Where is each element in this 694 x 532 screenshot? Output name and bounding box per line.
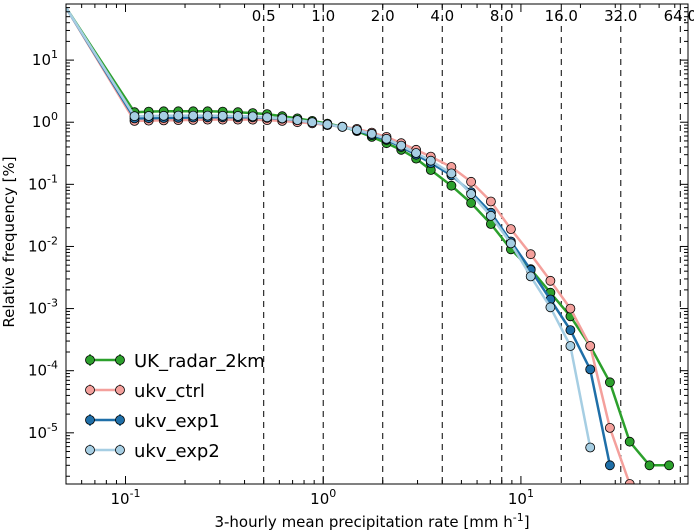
y-tick-label-4: 10-3 bbox=[28, 297, 58, 318]
legend-marker-left bbox=[85, 385, 95, 395]
legend-entry-ukv_ctrl: ukv_ctrl bbox=[85, 381, 205, 402]
legend-entry-ukv_exp1: ukv_exp1 bbox=[85, 411, 220, 432]
data-point-ukv_ctrl-31 bbox=[624, 479, 635, 484]
data-point-ukv_exp1-28 bbox=[565, 325, 576, 336]
data-point-ukv_exp2-5 bbox=[188, 110, 199, 121]
data-point-ukv_exp2-27 bbox=[545, 302, 556, 313]
legend-label-ukv_exp1: ukv_exp1 bbox=[134, 411, 220, 432]
x-axis-label: 3-hourly mean precipitation rate [mm h-1… bbox=[214, 511, 529, 531]
data-point-ukv_exp2-20 bbox=[411, 148, 422, 158]
data-point-ukv_ctrl-23 bbox=[466, 176, 477, 187]
data-point-ukv_exp2-1 bbox=[129, 111, 140, 122]
data-point-ukv_exp2-28 bbox=[565, 341, 576, 351]
legend-entry-UK_radar_2km: UK_radar_2km bbox=[85, 351, 265, 372]
threshold-label-7: 64.0 bbox=[664, 7, 694, 25]
data-point-UK_radar_2km-22 bbox=[446, 180, 457, 191]
data-point-ukv_exp2-25 bbox=[505, 238, 516, 249]
legend-label-ukv_exp2: ukv_exp2 bbox=[134, 441, 220, 462]
data-point-ukv_exp2-18 bbox=[381, 133, 392, 144]
data-point-ukv_exp2-12 bbox=[292, 115, 303, 125]
legend: UK_radar_2km ukv_ctrl ukv_exp1 ukv_exp2 bbox=[85, 351, 265, 462]
x-axis-label-close: ] bbox=[524, 513, 530, 531]
threshold-label-2: 2.0 bbox=[371, 7, 395, 25]
y-tick-label-5: 10-4 bbox=[28, 359, 58, 380]
legend-marker-right bbox=[115, 355, 125, 365]
y-axis-label: Relative frequency [%] bbox=[0, 156, 18, 327]
threshold-label-5: 16.0 bbox=[545, 7, 578, 25]
data-point-ukv_exp1-30 bbox=[605, 460, 615, 471]
y-tick-label-3: 10-2 bbox=[28, 234, 58, 255]
data-point-ukv_exp2-9 bbox=[247, 111, 258, 122]
data-point-ukv_exp2-24 bbox=[485, 210, 496, 221]
axes: 0.5 1.0 2.0 4.0 8.0 16.0 32.0 64.0 10-1 100 101 101… bbox=[28, 3, 694, 508]
data-point-ukv_exp2-19 bbox=[396, 140, 407, 151]
data-point-ukv_exp2-17 bbox=[366, 128, 377, 139]
data-point-UK_radar_2km-23 bbox=[466, 198, 477, 208]
data-point-ukv_exp2-3 bbox=[158, 110, 169, 121]
data-point-ukv_exp2-14 bbox=[322, 119, 333, 130]
y-tick-label-1: 100 bbox=[32, 110, 58, 131]
data-point-ukv_exp2-15 bbox=[337, 122, 348, 132]
legend-entry-ukv_exp2: ukv_exp2 bbox=[85, 441, 220, 462]
data-point-ukv_exp2-8 bbox=[232, 111, 243, 121]
series-ukv_exp2 bbox=[66, 6, 596, 453]
data-point-UK_radar_2km-30 bbox=[605, 377, 615, 388]
x-tick-label-1: 100 bbox=[310, 487, 336, 508]
y-tick-label-2: 10-1 bbox=[28, 172, 58, 193]
data-point-ukv_exp2-10 bbox=[262, 112, 273, 123]
data-point-ukv_ctrl-27 bbox=[545, 275, 556, 286]
data-point-ukv_exp1-29 bbox=[585, 364, 596, 375]
plot-frame bbox=[65, 3, 689, 485]
data-point-ukv_ctrl-29 bbox=[585, 341, 596, 351]
legend-marker-left bbox=[85, 415, 95, 425]
legend-marker-right bbox=[115, 385, 125, 395]
data-point-UK_radar_2km-32 bbox=[644, 460, 655, 471]
threshold-label-6: 32.0 bbox=[604, 7, 637, 25]
data-point-ukv_ctrl-28 bbox=[565, 303, 576, 314]
y-tick-label-0: 101 bbox=[32, 48, 58, 69]
x-tick-label-0: 10-1 bbox=[110, 487, 140, 508]
legend-marker-left bbox=[85, 445, 95, 455]
data-point-ukv_exp2-13 bbox=[307, 117, 318, 128]
x-axis-label-exponent: -1 bbox=[513, 511, 524, 524]
data-point-ukv_ctrl-24 bbox=[485, 196, 496, 207]
legend-marker-right bbox=[115, 415, 125, 425]
data-point-ukv_exp2-11 bbox=[277, 113, 288, 124]
data-point-ukv_exp2-21 bbox=[425, 155, 436, 166]
legend-marker-left bbox=[85, 355, 95, 365]
data-point-ukv_exp2-29 bbox=[585, 442, 596, 453]
legend-label-ukv_ctrl: ukv_ctrl bbox=[134, 381, 205, 402]
data-point-UK_radar_2km-31 bbox=[624, 436, 635, 447]
data-point-ukv_exp2-16 bbox=[351, 125, 362, 135]
threshold-label-3: 4.0 bbox=[430, 7, 454, 25]
threshold-label-0: 0.5 bbox=[252, 7, 276, 25]
data-point-ukv_exp2-23 bbox=[466, 189, 477, 199]
legend-marker-right bbox=[115, 445, 125, 455]
data-point-ukv_exp2-7 bbox=[217, 110, 228, 121]
data-point-ukv_exp2-4 bbox=[173, 110, 184, 121]
data-point-ukv_exp2-22 bbox=[446, 168, 457, 179]
data-point-ukv_ctrl-26 bbox=[525, 249, 536, 260]
data-point-ukv_exp2-2 bbox=[143, 111, 154, 121]
x-tick-label-2: 101 bbox=[508, 487, 534, 508]
data-point-ukv_exp2-26 bbox=[525, 271, 536, 282]
legend-label-UK_radar_2km: UK_radar_2km bbox=[134, 351, 265, 372]
data-point-ukv_exp2-6 bbox=[202, 110, 213, 121]
y-tick-label-6: 10-5 bbox=[28, 421, 58, 442]
series-layer bbox=[66, 6, 674, 484]
threshold-lines bbox=[263, 4, 681, 484]
data-point-ukv_ctrl-25 bbox=[505, 224, 516, 235]
threshold-label-1: 1.0 bbox=[311, 7, 335, 25]
data-point-UK_radar_2km-33 bbox=[664, 460, 674, 471]
data-point-ukv_ctrl-30 bbox=[605, 422, 615, 433]
threshold-label-4: 8.0 bbox=[490, 7, 514, 25]
